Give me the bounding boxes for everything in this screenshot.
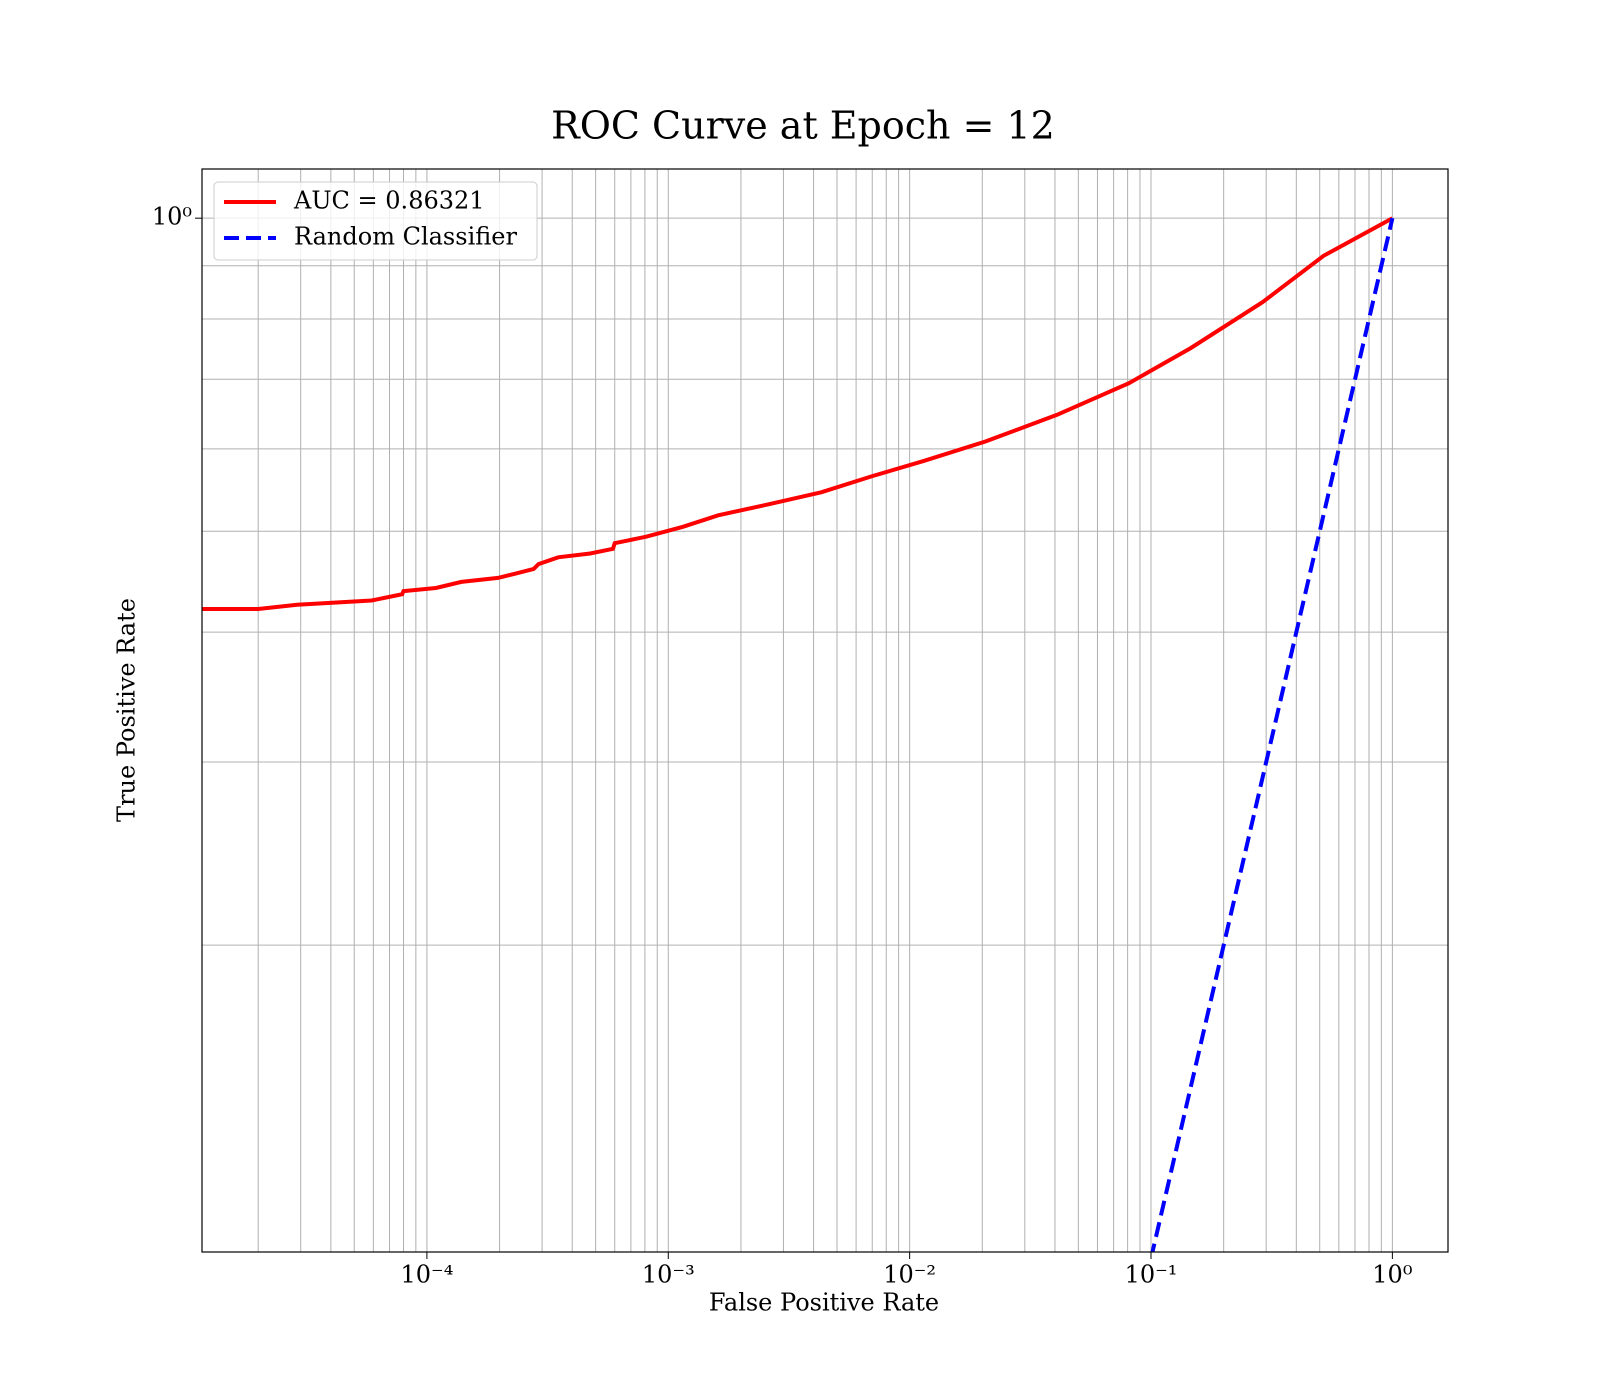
y-tick-label: 10⁰ bbox=[152, 203, 192, 231]
chart-title: ROC Curve at Epoch = 12 bbox=[551, 104, 1055, 148]
legend-label: Random Classifier bbox=[294, 223, 517, 251]
plot-frame bbox=[201, 168, 1449, 1253]
y-axis-label: True Positive Rate bbox=[113, 598, 141, 822]
x-tick-label: 10⁻² bbox=[883, 1261, 936, 1289]
x-tick-label: 10⁻¹ bbox=[1125, 1261, 1178, 1289]
x-tick-label: 10⁻³ bbox=[642, 1261, 695, 1289]
series-line bbox=[202, 216, 1394, 611]
series-line bbox=[1150, 217, 1395, 1252]
legend-label: AUC = 0.86321 bbox=[293, 187, 485, 215]
x-axis-label: False Positive Rate bbox=[709, 1289, 939, 1317]
grid bbox=[202, 169, 1448, 1252]
x-tick-label: 10⁰ bbox=[1372, 1261, 1412, 1289]
legend-box bbox=[213, 181, 538, 261]
x-tick-label: 10⁻⁴ bbox=[400, 1261, 453, 1289]
